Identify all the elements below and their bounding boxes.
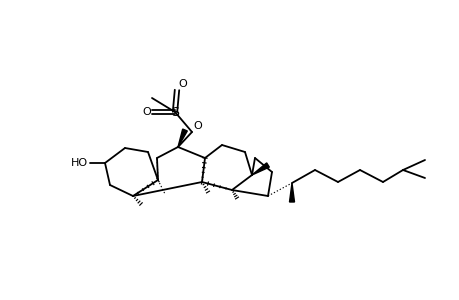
Text: HO: HO bbox=[71, 158, 88, 168]
Text: O: O bbox=[178, 79, 186, 89]
Polygon shape bbox=[178, 129, 187, 147]
Text: O: O bbox=[142, 107, 151, 117]
Polygon shape bbox=[289, 183, 294, 202]
Text: S: S bbox=[171, 106, 179, 118]
Text: O: O bbox=[193, 121, 202, 131]
Polygon shape bbox=[252, 163, 269, 175]
